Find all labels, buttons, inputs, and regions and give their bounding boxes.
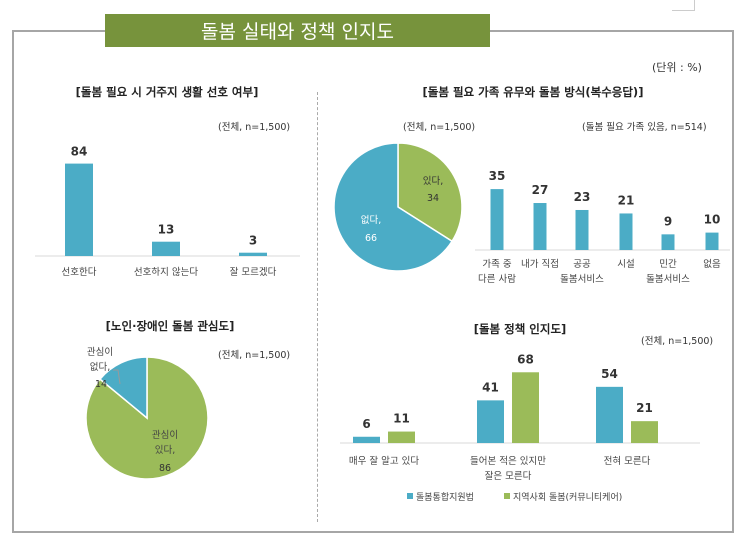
- chart1-note: (전체, n=1,500): [218, 122, 291, 133]
- data-label: 10: [704, 213, 721, 227]
- chart4-title: [노인·장애인 돌봄 관심도]: [105, 319, 235, 333]
- data-label: 6: [362, 417, 370, 431]
- bar: [477, 400, 504, 443]
- legend-swatch: [504, 493, 510, 499]
- data-label: 21: [636, 401, 653, 415]
- bar: [490, 189, 504, 250]
- category-label: 없음: [703, 258, 721, 270]
- pie-slice: [333, 142, 454, 272]
- bar: [661, 234, 675, 250]
- category-label: 잘은 모른다: [485, 470, 532, 482]
- chart5-note: (전체, n=1,500): [641, 336, 714, 347]
- slice-label: 있다,: [155, 444, 176, 456]
- leader-line: [113, 369, 121, 385]
- bar: [152, 241, 180, 256]
- slice-label: 있다,: [423, 175, 444, 187]
- chart4-note: (전체, n=1,500): [218, 350, 291, 361]
- category-label: 선호하지 않는다: [134, 266, 198, 278]
- bar: [533, 203, 547, 250]
- legend-swatch: [407, 493, 413, 499]
- slice-value: 86: [159, 463, 171, 474]
- bar: [631, 421, 658, 443]
- data-label: 68: [517, 352, 534, 366]
- data-label: 27: [532, 183, 549, 197]
- bar: [705, 232, 719, 250]
- category-label: 돌봄서비스: [560, 274, 604, 285]
- data-label: 41: [482, 380, 499, 394]
- category-label: 잘 모르겠다: [230, 266, 277, 278]
- category-label: 공공: [573, 259, 591, 270]
- category-label: 다른 사람: [478, 273, 516, 285]
- bar: [619, 213, 633, 250]
- bar: [65, 163, 93, 256]
- bar: [388, 431, 415, 443]
- category-label: 전혀 모른다: [604, 456, 651, 467]
- divider: [317, 92, 318, 522]
- bar: [596, 386, 623, 443]
- page-title: 돌봄 실태와 정책 인지도: [105, 14, 490, 47]
- data-label: 54: [601, 367, 618, 381]
- slice-label: 없다,: [361, 214, 382, 226]
- bar: [353, 436, 380, 443]
- slice-label: 없다,: [90, 361, 111, 373]
- data-label: 35: [489, 169, 506, 183]
- category-label: 가족 중: [482, 259, 511, 270]
- slice-value: 66: [365, 233, 377, 244]
- pie-slice: [98, 356, 148, 420]
- category-label: 매우 잘 알고 있다: [349, 455, 419, 467]
- chart3-note: (돌봄 필요 가족 있음, n=514): [582, 122, 707, 133]
- slice-value: 14: [95, 379, 107, 390]
- unit-label: (단위 : %): [652, 61, 702, 74]
- chart1-title: [돌봄 필요 시 거주지 생활 선호 여부]: [75, 85, 259, 99]
- data-label: 84: [71, 145, 88, 159]
- category-label: 돌봄서비스: [646, 274, 690, 285]
- data-label: 23: [574, 190, 591, 204]
- corner-mark: [672, 0, 695, 11]
- data-label: 9: [664, 214, 672, 228]
- data-label: 13: [158, 223, 175, 237]
- chart5-title: [돌봄 정책 인지도]: [473, 322, 567, 336]
- slice-value: 34: [427, 193, 439, 204]
- category-label: 들어본 적은 있지만: [470, 455, 546, 467]
- slice-label: 관심이: [87, 347, 113, 358]
- data-label: 21: [618, 193, 635, 207]
- bar: [512, 372, 539, 443]
- slice-label: 관심이: [152, 430, 178, 441]
- bar: [575, 209, 589, 250]
- chart2-title: [돌봄 필요 가족 유무와 돌봄 방식(복수응답)]: [422, 85, 644, 99]
- data-label: 11: [393, 412, 410, 426]
- category-label: 내가 직접: [521, 258, 559, 270]
- category-label: 시설: [617, 259, 634, 270]
- category-label: 선호한다: [62, 267, 97, 278]
- bar: [239, 252, 267, 256]
- category-label: 민간: [659, 259, 677, 270]
- data-label: 3: [249, 234, 257, 248]
- legend-label: 지역사회 돌봄(커뮤니티케어): [513, 492, 622, 503]
- legend-label: 돌봄통합지원법: [416, 492, 474, 503]
- chart2-note: (전체, n=1,500): [403, 122, 476, 133]
